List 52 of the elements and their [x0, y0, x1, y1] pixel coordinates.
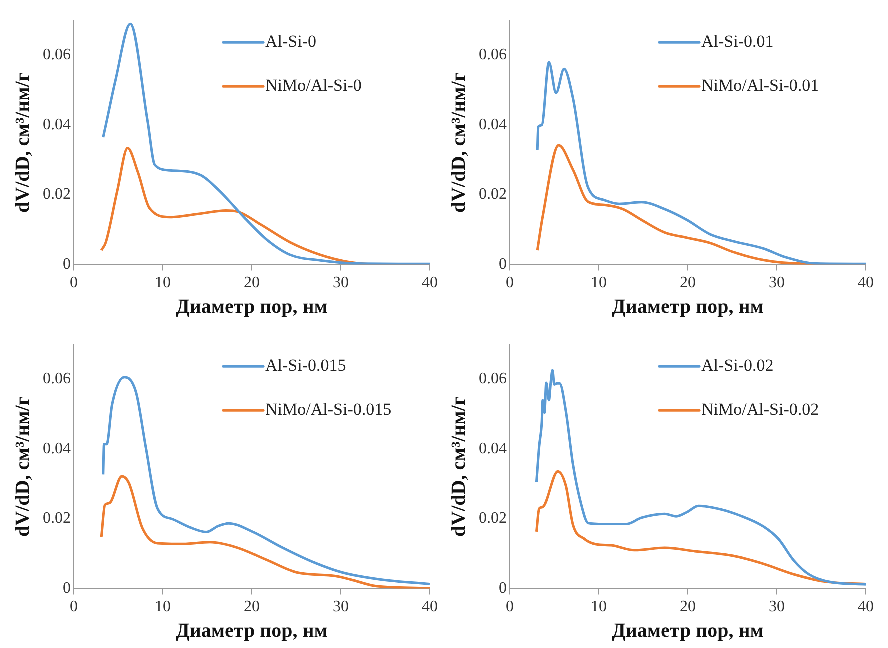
- y-tick-label: 0.04: [43, 440, 71, 458]
- legend-label: Al-Si-0.015: [266, 356, 346, 376]
- y-tick-label: 0.06: [43, 370, 71, 388]
- y-tick-label: 0.04: [479, 116, 507, 134]
- y-tick-label: 0.02: [43, 186, 71, 204]
- line-series: [100, 475, 430, 589]
- legend-label: NiMo/Al-Si-0.02: [702, 400, 820, 420]
- x-axis-title: Диаметр пор, нм: [612, 296, 764, 318]
- line-series: [102, 376, 430, 586]
- x-tick-label: 30: [333, 274, 349, 292]
- x-axis-title: Диаметр пор, нм: [176, 296, 328, 318]
- y-tick-label: 0: [63, 256, 71, 274]
- y-tick-label: 0.04: [479, 440, 507, 458]
- x-tick-label: 20: [244, 274, 260, 292]
- y-tick-label: 0: [499, 256, 507, 274]
- x-tick-label: 30: [333, 598, 349, 616]
- y-axis-title: dV/dD, см³/нм/г: [448, 72, 470, 213]
- y-tick-label: 0.02: [479, 186, 507, 204]
- legend-label: NiMo/Al-Si-0: [266, 76, 362, 96]
- legend-label: Al-Si-0.01: [702, 32, 774, 52]
- x-tick-label: 20: [680, 598, 696, 616]
- x-axis-title: Диаметр пор, нм: [612, 620, 764, 642]
- x-tick-label: 10: [155, 274, 171, 292]
- x-tick-label: 40: [422, 598, 438, 616]
- x-axis-title: Диаметр пор, нм: [176, 620, 328, 642]
- x-tick-label: 30: [769, 274, 785, 292]
- x-tick-label: 10: [155, 598, 171, 616]
- legend-label: Al-Si-0: [266, 32, 317, 52]
- x-tick-label: 40: [858, 274, 874, 292]
- y-tick-label: 0.06: [479, 46, 507, 64]
- y-axis-title: dV/dD, см³/нм/г: [12, 396, 34, 537]
- y-tick-label: 0.02: [43, 510, 71, 528]
- x-tick-label: 30: [769, 598, 785, 616]
- y-tick-label: 0.06: [479, 370, 507, 388]
- x-tick-label: 10: [591, 274, 607, 292]
- legend-label: Al-Si-0.02: [702, 356, 774, 376]
- x-tick-label: 40: [422, 274, 438, 292]
- y-axis-title: dV/dD, см³/нм/г: [12, 72, 34, 213]
- line-series: [536, 61, 866, 265]
- y-axis-title: dV/dD, см³/нм/г: [448, 396, 470, 537]
- line-series: [102, 22, 430, 265]
- x-tick-label: 10: [591, 598, 607, 616]
- x-tick-label: 20: [244, 598, 260, 616]
- y-tick-label: 0: [63, 580, 71, 598]
- x-tick-label: 40: [858, 598, 874, 616]
- x-tick-label: 20: [680, 274, 696, 292]
- y-tick-label: 0.04: [43, 116, 71, 134]
- y-tick-label: 0.06: [43, 46, 71, 64]
- legend-label: NiMo/Al-Si-0.01: [702, 76, 820, 96]
- legend-label: NiMo/Al-Si-0.015: [266, 400, 392, 420]
- y-tick-label: 0.02: [479, 510, 507, 528]
- y-tick-label: 0: [499, 580, 507, 598]
